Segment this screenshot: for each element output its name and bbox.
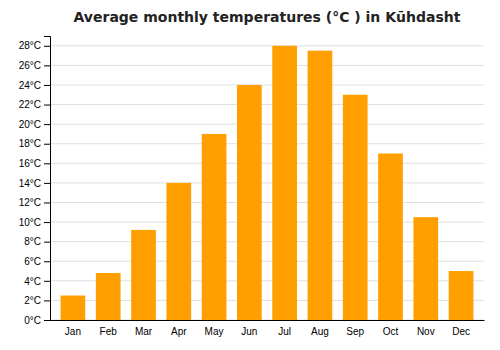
chart-container: 0°C 2°C 4°C 6°C 8°C 10°C 12°C 14°C 16°C 18°C 20°C 2… [0,0,500,350]
y-tick: 12°C [19,197,50,208]
bar [272,46,297,320]
y-tick-label: 6°C [24,256,41,267]
grid-line [50,143,484,144]
x-tick: Dec [452,326,470,337]
bar [308,51,333,320]
x-axis: Jan Feb Mar Apr May Jun Jul Aug Sep Oct Nov Dec [51,321,485,338]
x-tick: Apr [171,326,187,337]
y-tick-mark [44,183,50,184]
y-tick-label: 8°C [24,236,41,247]
y-tick-mark [44,320,50,321]
y-axis: 0°C 2°C 4°C 6°C 8°C 10°C 12°C 14°C 16°C 18°C 20°C 2… [19,37,51,326]
plot-area [61,46,474,320]
grid-line [50,84,484,85]
title: Average monthly temperatures (°C ) in Kū… [74,9,461,25]
grid-line [50,163,484,164]
x-tick: Nov [417,326,435,337]
y-tick-mark [44,242,50,243]
y-tick-label: 24°C [19,80,41,91]
grid-line [50,124,484,125]
x-tick-label: Dec [452,326,470,337]
y-tick: 10°C [19,217,50,228]
y-tick: 14°C [19,178,50,189]
y-tick-mark [44,281,50,282]
y-tick: 24°C [19,80,50,91]
y-tick-mark [44,124,50,125]
grid-line [50,65,484,66]
x-tick: Jun [241,326,257,337]
y-tick: 26°C [19,60,50,71]
y-tick-label: 18°C [19,138,41,149]
x-tick-label: Jan [65,326,81,337]
grid-line [50,104,484,105]
y-tick-mark [44,105,50,106]
y-tick: 8°C [24,236,50,247]
x-tick: Aug [311,326,329,337]
x-tick-label: Jul [278,326,291,337]
y-tick-label: 2°C [24,295,41,306]
x-tick: Mar [135,326,153,337]
chart-svg: 0°C 2°C 4°C 6°C 8°C 10°C 12°C 14°C 16°C 18°C 20°C 2… [0,0,500,350]
y-tick-label: 22°C [19,99,41,110]
y-tick-mark [44,163,50,164]
x-tick-label: Apr [171,326,187,337]
y-tick: 28°C [19,40,50,51]
y-tick-mark [44,85,50,86]
x-tick: Jan [65,326,81,337]
bar [378,154,403,320]
y-tick-label: 0°C [24,315,41,326]
y-tick-label: 20°C [19,119,41,130]
x-tick-label: Aug [311,326,329,337]
y-tick-label: 16°C [19,158,41,169]
y-tick-label: 14°C [19,178,41,189]
y-tick-label: 4°C [24,276,41,287]
y-tick-label: 12°C [19,197,41,208]
bar [237,85,262,320]
x-tick-label: Sep [346,326,364,337]
y-tick-mark [44,202,50,203]
grid-line [50,202,484,203]
x-tick: May [205,326,224,337]
x-axis-line [51,320,485,321]
bar [449,271,474,320]
grid-line [50,182,484,183]
y-tick-label: 26°C [19,60,41,71]
grid [50,46,484,320]
x-tick-label: Nov [417,326,435,337]
bar [96,273,121,320]
bar [413,217,438,320]
y-tick-mark [44,144,50,145]
bar [343,95,368,320]
x-tick-label: Feb [100,326,118,337]
y-tick-mark [44,261,50,262]
bar [166,183,191,320]
y-tick-mark [44,222,50,223]
y-tick: 16°C [19,158,50,169]
grid-line [50,45,484,46]
x-tick: Jul [278,326,291,337]
x-tick-label: May [205,326,224,337]
y-tick: 0°C [24,315,50,326]
bar [202,134,227,320]
y-tick-label: 10°C [19,217,41,228]
y-tick: 20°C [19,119,50,130]
x-tick: Oct [383,326,399,337]
y-axis-line [44,37,51,321]
y-tick-mark [44,300,50,301]
y-tick-mark [44,65,50,66]
x-tick-label: Mar [135,326,153,337]
bar [131,230,156,320]
x-tick: Feb [100,326,118,337]
y-tick-mark [44,46,50,47]
y-tick: 22°C [19,99,50,110]
y-tick: 2°C [24,295,50,306]
y-tick: 6°C [24,256,50,267]
y-tick-label: 28°C [19,40,41,51]
y-tick: 18°C [19,138,50,149]
y-tick: 4°C [24,276,50,287]
bar [61,296,86,320]
x-tick: Sep [346,326,364,337]
x-tick-label: Oct [383,326,399,337]
x-tick-label: Jun [241,326,257,337]
